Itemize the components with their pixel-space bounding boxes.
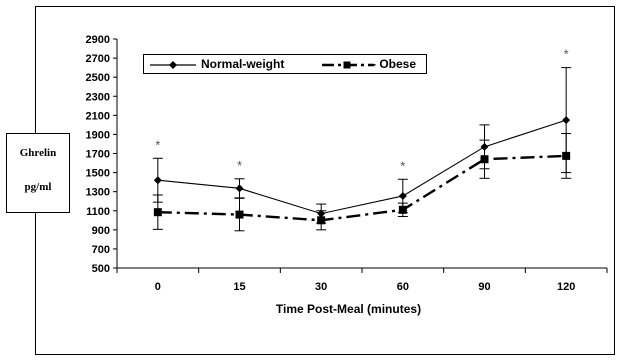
x-tick-label: 60 <box>397 281 409 293</box>
y-tick-label: 2300 <box>86 91 110 103</box>
y-tick-label: 2100 <box>86 110 110 122</box>
x-axis-title-wrap: Time Post-Meal (minutes) <box>0 302 621 316</box>
x-tick-label: 90 <box>478 281 490 293</box>
y-axis-label-line1: Ghrelin <box>19 147 57 159</box>
significance-asterisk: * <box>400 158 405 173</box>
data-point-diamond <box>153 176 162 185</box>
y-tick-label: 700 <box>92 244 110 256</box>
x-axis-title: Time Post-Meal (minutes) <box>275 302 422 316</box>
legend-symbols <box>150 61 374 69</box>
significance-asterisk: * <box>564 47 569 62</box>
y-tick-label: 1700 <box>86 149 110 161</box>
x-tick-label: 30 <box>315 281 327 293</box>
y-tick-label: 2900 <box>86 34 110 46</box>
y-tick-label: 1900 <box>86 129 110 141</box>
data-point-square <box>235 210 244 219</box>
y-axis-label-line2: pg/ml <box>24 181 52 193</box>
legend: Normal-weight - Obese <box>143 54 427 74</box>
y-tick-label: 1300 <box>86 187 110 199</box>
legend-label-obese: - Obese <box>372 57 417 71</box>
significance-asterisk: * <box>155 137 160 152</box>
legend-label-normal-weight: Normal-weight <box>201 57 285 71</box>
data-point-square <box>480 155 489 164</box>
data-point-square <box>317 216 326 225</box>
data-point-diamond <box>398 191 407 200</box>
data-point-square <box>398 205 407 214</box>
y-tick-label: 2500 <box>86 72 110 84</box>
x-tick-label: 120 <box>557 281 575 293</box>
data-point-square <box>562 151 571 160</box>
y-tick-label: 1100 <box>86 206 110 218</box>
y-tick-label: 500 <box>92 263 110 275</box>
series-line-normal-weight <box>157 119 567 215</box>
plot-area: 5007009001100130015001700190021002300250… <box>86 34 608 293</box>
data-point-diamond <box>235 184 244 193</box>
legend-square-icon <box>343 61 351 69</box>
data-point-diamond <box>562 116 571 125</box>
y-tick-label: 900 <box>92 225 110 237</box>
y-tick-label: 1500 <box>86 168 110 180</box>
legend-diamond-icon <box>169 61 177 69</box>
series-line-obese <box>157 154 567 222</box>
x-tick-label: 15 <box>233 281 245 293</box>
significance-asterisk: * <box>237 158 242 173</box>
y-tick-label: 2700 <box>86 53 110 65</box>
x-tick-label: 0 <box>155 281 161 293</box>
data-point-square <box>153 208 162 217</box>
y-axis-label-box: Ghrelin pg/ml <box>6 133 70 213</box>
